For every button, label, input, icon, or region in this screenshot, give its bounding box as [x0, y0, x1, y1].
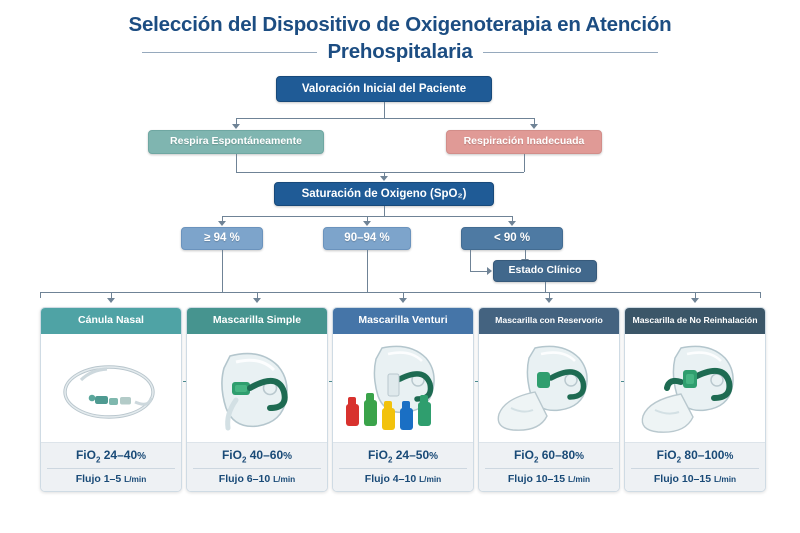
connector-lt90-elbow-h — [470, 271, 488, 272]
venturi-mask-icon — [333, 334, 473, 442]
device-card-header: Mascarilla de No Reinhalación — [625, 308, 765, 334]
node-respira-espontaneamente[interactable]: Respira Espontáneamente — [148, 130, 324, 154]
stat-flujo: Flujo 10–15 L/min — [653, 473, 737, 485]
connector-spo2-2-drop — [367, 216, 368, 222]
connector-branch-bus — [236, 118, 534, 119]
connector-card-2-stem — [257, 292, 258, 299]
node-spo2-90-94[interactable]: 90–94 % — [323, 227, 411, 250]
device-card-mascarilla-reservorio[interactable]: Mascarilla con Reservorio FiO2 60–80% Fl… — [478, 307, 620, 492]
node-valoracion-inicial[interactable]: Valoración Inicial del Paciente — [276, 76, 492, 102]
connector-spo2-2-descender — [367, 250, 368, 292]
arrow-to-inadecuada — [530, 124, 538, 129]
arrow-to-card-3 — [399, 298, 407, 303]
device-card-header: Cánula Nasal — [41, 308, 181, 334]
simple-mask-icon — [187, 334, 327, 442]
connector-card-4-stem — [549, 292, 550, 299]
node-estado-clinico[interactable]: Estado Clínico — [493, 260, 597, 282]
arrow-to-card-4 — [545, 298, 553, 303]
stat-flujo: Flujo 10–15 L/min — [507, 473, 591, 485]
arrow-to-spo2-1 — [218, 221, 226, 226]
device-card-mascarilla-venturi[interactable]: Mascarilla Venturi — [332, 307, 474, 492]
device-card-no-reinhalacion[interactable]: Mascarilla de No Reinhalación FiO2 80–10… — [624, 307, 766, 492]
title-rule-right — [482, 51, 658, 53]
connector-merge-stem — [384, 172, 385, 177]
arrow-to-card-1 — [107, 298, 115, 303]
connector-respira-down — [236, 154, 237, 172]
connector-card-3-stem — [403, 292, 404, 299]
connector-spo2-3-drop — [512, 216, 513, 222]
stat-fio2: FiO2 24–40% — [47, 448, 175, 469]
arrow-to-saturacion — [380, 176, 388, 181]
connector-merge-bus — [236, 172, 524, 173]
node-respiracion-inadecuada[interactable]: Respiración Inadecuada — [446, 130, 602, 154]
title-line-1: Selección del Dispositivo de Oxigenotera… — [128, 13, 672, 36]
connector-spo2-1-drop — [222, 216, 223, 222]
connector-card-5-drop — [760, 292, 761, 298]
connector-lt90-elbow-v — [470, 250, 471, 271]
connector-lt90-to-estado-stem — [525, 250, 526, 260]
node-spo2-ge-94[interactable]: ≥ 94 % — [181, 227, 263, 250]
stat-fio2: FiO2 40–60% — [193, 448, 321, 469]
device-card-stats: FiO2 40–60% Flujo 6–10 L/min — [187, 441, 327, 491]
connector-sat-stem — [384, 206, 385, 216]
connector-inadecuada-down — [524, 154, 525, 172]
arrow-to-respira — [232, 124, 240, 129]
connector-root-stem — [384, 102, 385, 118]
nasal-cannula-icon — [41, 334, 181, 442]
connector-spo2-1-descender — [222, 250, 223, 292]
stat-flujo: Flujo 1–5 L/min — [75, 473, 147, 485]
stat-fio2: FiO2 24–50% — [339, 448, 467, 469]
device-card-header: Mascarilla Venturi — [333, 308, 473, 334]
node-saturacion-oxigeno[interactable]: Saturación de Oxigeno (SpO₂) — [274, 182, 494, 206]
arrow-to-card-5 — [691, 298, 699, 303]
stat-flujo: Flujo 4–10 L/min — [364, 473, 442, 485]
connector-card-1-drop — [40, 292, 41, 298]
connector-card-5-stem — [695, 292, 696, 299]
reservoir-mask-icon — [479, 334, 619, 442]
title-rule-left — [142, 51, 318, 53]
device-card-canula-nasal[interactable]: Cánula Nasal FiO2 24–40% Flujo 1–5 L/m — [40, 307, 182, 492]
device-card-stats: FiO2 24–50% Flujo 4–10 L/min — [333, 441, 473, 491]
device-card-stats: FiO2 60–80% Flujo 10–15 L/min — [479, 441, 619, 491]
node-spo2-lt-90[interactable]: < 90 % — [461, 227, 563, 250]
arrow-to-spo2-3 — [508, 221, 516, 226]
title-line-2: Prehospitalaria — [327, 40, 473, 63]
connector-branch-right-drop — [534, 118, 535, 125]
device-card-mascarilla-simple[interactable]: Mascarilla Simple FiO2 40–60% Flujo 6–10… — [186, 307, 328, 492]
stat-flujo: Flujo 6–10 L/min — [218, 473, 296, 485]
device-card-stats: FiO2 24–40% Flujo 1–5 L/min — [41, 441, 181, 491]
title-line-2-row: Prehospitalaria — [0, 40, 800, 64]
connector-card-1-stem — [111, 292, 112, 299]
non-rebreather-mask-icon — [625, 334, 765, 442]
arrow-elbow-to-estado — [487, 267, 492, 275]
page-title: Selección del Dispositivo de Oxigenotera… — [0, 12, 800, 64]
connector-cards-bus — [40, 292, 760, 293]
stat-fio2: FiO2 60–80% — [485, 448, 613, 469]
arrow-to-card-2 — [253, 298, 261, 303]
arrow-to-spo2-2 — [363, 221, 371, 226]
device-card-header: Mascarilla Simple — [187, 308, 327, 334]
stat-fio2: FiO2 80–100% — [631, 448, 759, 469]
device-card-header: Mascarilla con Reservorio — [479, 308, 619, 334]
device-card-stats: FiO2 80–100% Flujo 10–15 L/min — [625, 441, 765, 491]
connector-branch-left-drop — [236, 118, 237, 125]
connector-estado-descender — [545, 282, 546, 292]
